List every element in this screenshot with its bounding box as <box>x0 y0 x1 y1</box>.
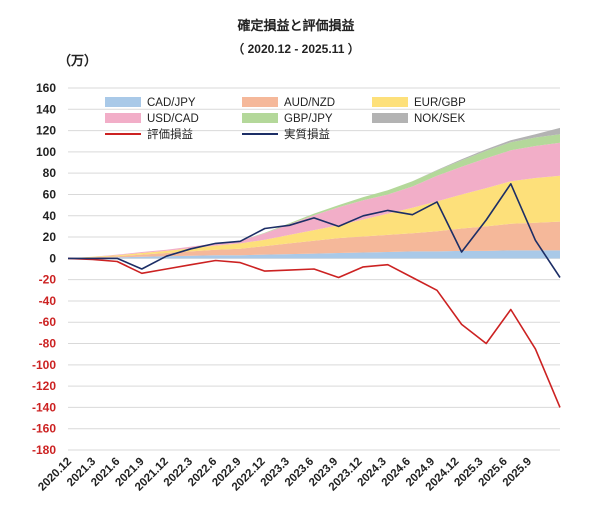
legend-label: USD/CAD <box>147 113 199 125</box>
x-axis-ticks: 2020.122021.32021.62021.92021.122022.320… <box>36 456 534 494</box>
y-tick-label: -180 <box>32 443 56 457</box>
line-jisshitsu-soneki <box>68 183 561 278</box>
y-axis-ticks: 160 140 120 100 80 60 40 20 0 -20 -40 -60 -80 -100 -12… <box>32 81 56 457</box>
legend-swatch <box>105 97 141 107</box>
y-tick-label: -160 <box>32 422 56 436</box>
legend-item: 実質損益 <box>242 127 330 141</box>
y-tick-label: 80 <box>43 166 57 180</box>
legend-item: EUR/GBP <box>372 97 466 109</box>
legend: CAD/JPY AUD/NZD EUR/GBP USD/CAD GBP/JPY NOK/S… <box>105 97 466 141</box>
stacked-areas <box>68 127 560 259</box>
y-tick-label: 140 <box>36 102 56 116</box>
legend-label: 評価損益 <box>147 127 193 141</box>
y-tick-label: 160 <box>36 81 56 95</box>
legend-item: NOK/SEK <box>372 113 465 125</box>
legend-swatch <box>372 97 408 107</box>
legend-label: GBP/JPY <box>284 113 333 125</box>
y-tick-label: 40 <box>43 209 57 223</box>
area-cad-jpy <box>68 250 560 259</box>
legend-swatch <box>242 113 278 123</box>
legend-item: CAD/JPY <box>105 97 196 109</box>
gridlines <box>68 87 560 451</box>
legend-item: 評価損益 <box>105 127 193 141</box>
legend-label: EUR/GBP <box>414 97 466 109</box>
y-tick-label: -60 <box>39 315 57 329</box>
legend-label: 実質損益 <box>284 127 330 141</box>
legend-swatch <box>372 113 408 123</box>
chart-title: 確定損益と評価損益 <box>237 18 354 33</box>
x-tick-label: 2020.12 <box>36 456 74 494</box>
y-tick-label: 100 <box>36 145 56 159</box>
y-tick-label: -40 <box>39 294 57 308</box>
area-gbp-jpy <box>68 134 560 259</box>
line-hyouka-soneki <box>67 257 561 408</box>
y-tick-label: -20 <box>39 273 57 287</box>
area-nok-sek <box>68 127 560 259</box>
legend-item: GBP/JPY <box>242 113 333 125</box>
y-tick-label: 60 <box>43 187 57 201</box>
y-tick-label: 0 <box>49 251 56 265</box>
chart-subtitle: （ 2020.12 - 2025.11 ） <box>232 41 359 56</box>
legend-swatch <box>105 113 141 123</box>
area-aud-nzd <box>68 221 560 259</box>
legend-label: NOK/SEK <box>414 113 465 125</box>
legend-label: AUD/NZD <box>284 97 335 109</box>
y-tick-label: 120 <box>36 124 56 138</box>
line-series <box>67 183 561 408</box>
y-tick-label: -120 <box>32 379 56 393</box>
legend-item: USD/CAD <box>105 113 199 125</box>
legend-label: CAD/JPY <box>147 97 196 109</box>
legend-swatch <box>242 97 278 107</box>
y-tick-label: -140 <box>32 400 56 414</box>
y-tick-label: -80 <box>39 337 57 351</box>
legend-item: AUD/NZD <box>242 97 335 109</box>
y-tick-label: 20 <box>43 230 57 244</box>
y-axis-unit: （万） <box>58 53 97 68</box>
y-tick-label: -100 <box>32 358 56 372</box>
area-usd-cad <box>68 142 560 259</box>
